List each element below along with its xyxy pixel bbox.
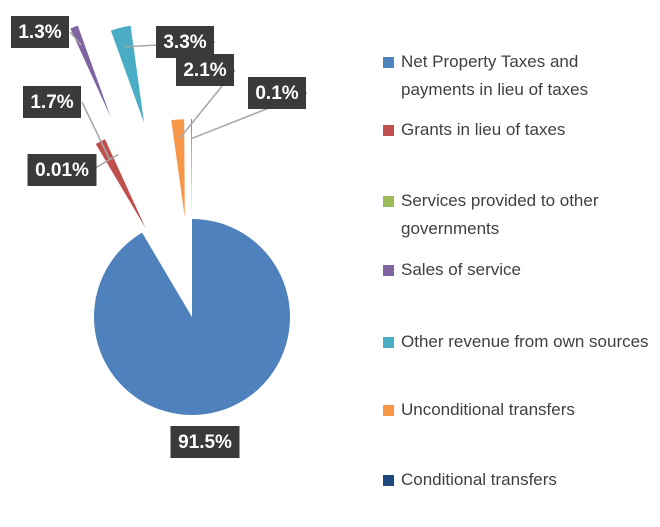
- legend-swatch: [383, 405, 394, 416]
- data-label-box: [23, 86, 81, 118]
- legend-item: Net Property Taxes and payments in lieu …: [383, 48, 655, 104]
- leader-line: [81, 101, 111, 160]
- legend-item: Unconditional transfers: [383, 396, 655, 424]
- data-label: 2.1%: [183, 60, 226, 81]
- legend-item: Services provided to other governments: [383, 187, 655, 243]
- data-label: 0.01%: [35, 160, 89, 181]
- pie-area: 91.5% 1.7% 0.01% 1.3% 3.3% 2.1% 0.1%: [11, 16, 308, 458]
- legend-item: Grants in lieu of taxes: [383, 116, 655, 144]
- data-label-box: [11, 16, 69, 48]
- data-label-box: [176, 54, 234, 86]
- legend: Net Property Taxes and payments in lieu …: [380, 0, 660, 527]
- legend-label: Other revenue from own sources: [401, 332, 649, 351]
- legend-label: Net Property Taxes and payments in lieu …: [401, 52, 589, 99]
- legend-swatch: [383, 337, 394, 348]
- data-label: 0.1%: [255, 83, 298, 104]
- pie-slice: [171, 119, 185, 218]
- legend-swatch: [383, 265, 394, 276]
- legend-swatch: [383, 196, 394, 207]
- leader-line: [69, 31, 83, 46]
- legend-swatch: [383, 57, 394, 68]
- legend-item: Conditional transfers: [383, 466, 655, 494]
- legend-label: Grants in lieu of taxes: [401, 120, 566, 139]
- legend-swatch: [383, 125, 394, 136]
- pie-slice: [95, 139, 146, 229]
- legend-item: Other revenue from own sources: [383, 328, 655, 356]
- data-label-box: [170, 426, 240, 458]
- data-label-box: [156, 26, 214, 58]
- legend-label: Unconditional transfers: [401, 400, 575, 419]
- data-label: 1.7%: [30, 92, 73, 113]
- data-label: 91.5%: [178, 432, 232, 453]
- data-label-box: [248, 77, 306, 109]
- data-label: 1.3%: [18, 22, 61, 43]
- legend-swatch: [383, 475, 394, 486]
- pie-slice: [94, 219, 291, 415]
- pie-slice: [191, 119, 192, 218]
- data-label: 3.3%: [163, 32, 206, 53]
- legend-label: Conditional transfers: [401, 470, 557, 489]
- data-label-box: [27, 154, 97, 186]
- pie-slice: [109, 136, 151, 227]
- pie-slice: [110, 25, 145, 123]
- legend-item: Sales of service: [383, 256, 655, 284]
- legend-label: Services provided to other governments: [401, 191, 599, 238]
- pie-slice: [70, 25, 111, 118]
- legend-label: Sales of service: [401, 260, 521, 279]
